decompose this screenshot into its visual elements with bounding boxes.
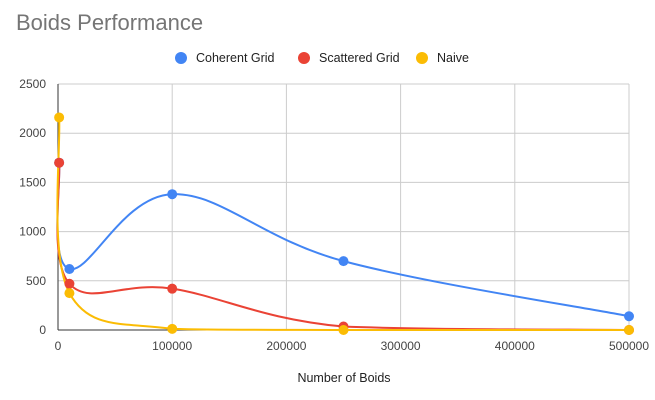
legend-marker bbox=[298, 52, 310, 64]
x-tick-label: 200000 bbox=[266, 339, 306, 353]
legend: Coherent Grid Scattered Grid Naive bbox=[175, 51, 469, 65]
scattered-grid-point bbox=[64, 278, 75, 289]
x-tick-label: 0 bbox=[55, 339, 62, 353]
legend-marker bbox=[175, 52, 187, 64]
x-tick-label: 100000 bbox=[152, 339, 192, 353]
naive-point bbox=[624, 325, 634, 335]
coherent-grid-point bbox=[64, 263, 75, 274]
y-tick-label: 1000 bbox=[19, 225, 46, 239]
y-tick-label: 2000 bbox=[19, 126, 46, 140]
axes: 0 500 1000 1500 2000 2500 0 100000 200000 300000 4… bbox=[19, 77, 649, 353]
chart-title: Boids Performance bbox=[16, 10, 204, 35]
x-tick-label: 400000 bbox=[495, 339, 535, 353]
coherent-grid-point bbox=[338, 256, 349, 267]
legend-marker bbox=[416, 52, 428, 64]
naive-point bbox=[167, 323, 178, 334]
y-tick-label: 0 bbox=[39, 323, 46, 337]
scattered-grid-point bbox=[54, 157, 65, 168]
naive-point bbox=[54, 112, 65, 123]
scattered-grid-line bbox=[56, 162, 630, 331]
legend-label: Coherent Grid bbox=[196, 51, 275, 65]
x-tick-label: 500000 bbox=[609, 339, 649, 353]
scattered-grid-point bbox=[167, 283, 178, 294]
coherent-grid-line bbox=[56, 162, 630, 318]
legend-label: Scattered Grid bbox=[319, 51, 400, 65]
x-axis-title: Number of Boids bbox=[297, 371, 390, 385]
coherent-grid-point bbox=[624, 311, 634, 322]
series-points bbox=[54, 112, 634, 335]
y-tick-label: 1500 bbox=[19, 175, 46, 189]
coherent-grid-point bbox=[167, 189, 178, 200]
legend-item-scattered-grid: Scattered Grid bbox=[298, 51, 400, 65]
gridlines bbox=[58, 83, 630, 330]
naive-point bbox=[64, 288, 75, 299]
y-tick-label: 500 bbox=[26, 274, 46, 288]
legend-label: Naive bbox=[437, 51, 469, 65]
y-tick-label: 2500 bbox=[19, 77, 46, 91]
legend-item-naive: Naive bbox=[416, 51, 469, 65]
x-tick-label: 300000 bbox=[381, 339, 421, 353]
legend-item-coherent-grid: Coherent Grid bbox=[175, 51, 275, 65]
naive-point bbox=[338, 325, 349, 335]
series-lines bbox=[56, 117, 630, 332]
naive-line bbox=[56, 117, 629, 332]
